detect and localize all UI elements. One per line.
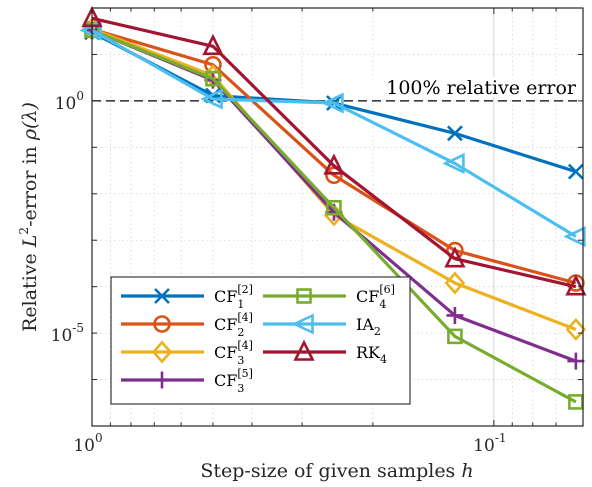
legend-label: CF2[4] [214,311,253,339]
legend-entry-6: IA2 [263,313,381,338]
square-marker [205,70,221,87]
reference-label-background [355,76,581,97]
triangle-up-marker [293,339,315,361]
x-marker [154,288,170,304]
plus-marker [567,352,585,370]
x-axis-label: Step-size of given samples h [200,460,473,482]
plus-marker [153,371,171,389]
triangle-left-marker [442,152,465,174]
triangle-left-marker [200,88,223,110]
square-marker [296,288,312,304]
x-marker [446,125,463,142]
legend-entry-1: CF1[2] [121,283,253,311]
legend-entry-2: CF2[4] [121,311,253,339]
series-line [91,28,577,404]
diamond-marker [151,340,173,364]
triangle-left-marker [321,92,344,114]
legend-label: CF1[2] [214,283,253,311]
square-marker [326,199,342,216]
legend-label: CF3[5] [214,367,253,395]
legend-entry-7: RK4 [263,339,387,366]
circle-marker [153,315,171,333]
series-layer [79,5,587,410]
reference-line-group: 100% relative error [92,76,583,102]
reference-line-label: 100% relative error [386,77,577,99]
diamond-marker [565,317,587,341]
legend-label: IA2 [356,315,381,338]
x-tick-label: 100 [73,431,102,456]
legend-label: CF3[4] [214,339,253,367]
legend-entry-3: CF3[4] [121,339,253,367]
x-tick-label: 10-1 [473,431,506,456]
triangle-up-marker [323,153,345,175]
axis-ticks: 100 10-1 100 10-5 [51,7,584,456]
triangle-up-marker [202,33,224,56]
series-line [91,28,577,238]
legend: CF1[2]CF2[4]CF3[4]CF3[5] CF4[6] IA2 RK4 [110,276,411,405]
triangle-left-marker [563,225,586,248]
triangle-left-marker [291,313,314,335]
y-tick-label: 100 [55,89,84,114]
square-marker [447,328,463,345]
series-line [91,27,577,285]
x-marker [567,163,584,180]
y-tick-label: 10-5 [51,321,84,346]
series-line [91,16,577,289]
square-marker [568,394,584,410]
plus-marker [446,306,464,324]
legend-label: RK4 [356,343,387,366]
triangle-up-marker [444,246,466,268]
y-axis-label: Relative L2-error in ρ(λ) [17,102,41,332]
plot-area-border [91,7,584,427]
legend-entry-4: CF3[5] [121,367,253,395]
legend-label: CF4[6] [356,283,395,311]
diamond-marker [444,271,466,295]
legend-entry-5: CF4[6] [263,283,395,311]
triangle-up-marker [565,274,587,296]
